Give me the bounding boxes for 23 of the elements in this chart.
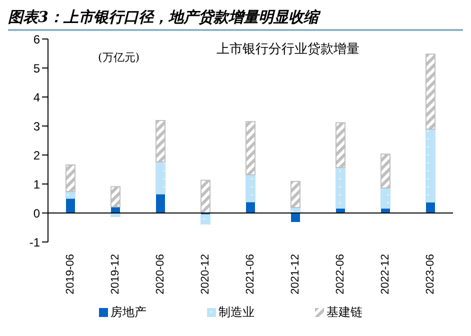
y-tick-label: 4 bbox=[33, 90, 40, 104]
y-tick-label: 3 bbox=[33, 119, 40, 134]
y-tick-label: 5 bbox=[33, 61, 40, 76]
y-tick-label: -1 bbox=[29, 235, 40, 250]
y-tick-label: 0 bbox=[33, 206, 40, 220]
chart-subtitle: 上市银行分行业贷款增量 bbox=[216, 42, 360, 57]
legend-label: 制造业 bbox=[218, 304, 254, 321]
y-tick-label: 6 bbox=[33, 32, 40, 46]
y-tick-label: 1 bbox=[33, 177, 40, 192]
legend-label: 房地产 bbox=[110, 304, 146, 321]
x-tick-label: 2023-06 bbox=[424, 254, 436, 294]
x-tick-label: 2020-12 bbox=[200, 254, 212, 294]
y-tick-label: 2 bbox=[33, 148, 40, 162]
x-tick-label: 2021-06 bbox=[244, 254, 256, 294]
x-tick-label: 2022-06 bbox=[334, 254, 346, 294]
legend-label: 基建链 bbox=[326, 304, 362, 321]
x-tick-label: 2019-12 bbox=[110, 254, 122, 294]
x-tick-label: 2020-06 bbox=[154, 254, 166, 294]
x-tick-label: 2019-06 bbox=[64, 254, 76, 294]
y-axis-title: (万亿元) bbox=[98, 51, 140, 64]
x-tick-label: 2022-12 bbox=[380, 254, 392, 294]
x-tick-label: 2021-12 bbox=[290, 254, 302, 294]
chart-title: 图表3：上市银行口径，地产贷款增量明显收缩 bbox=[8, 8, 463, 31]
